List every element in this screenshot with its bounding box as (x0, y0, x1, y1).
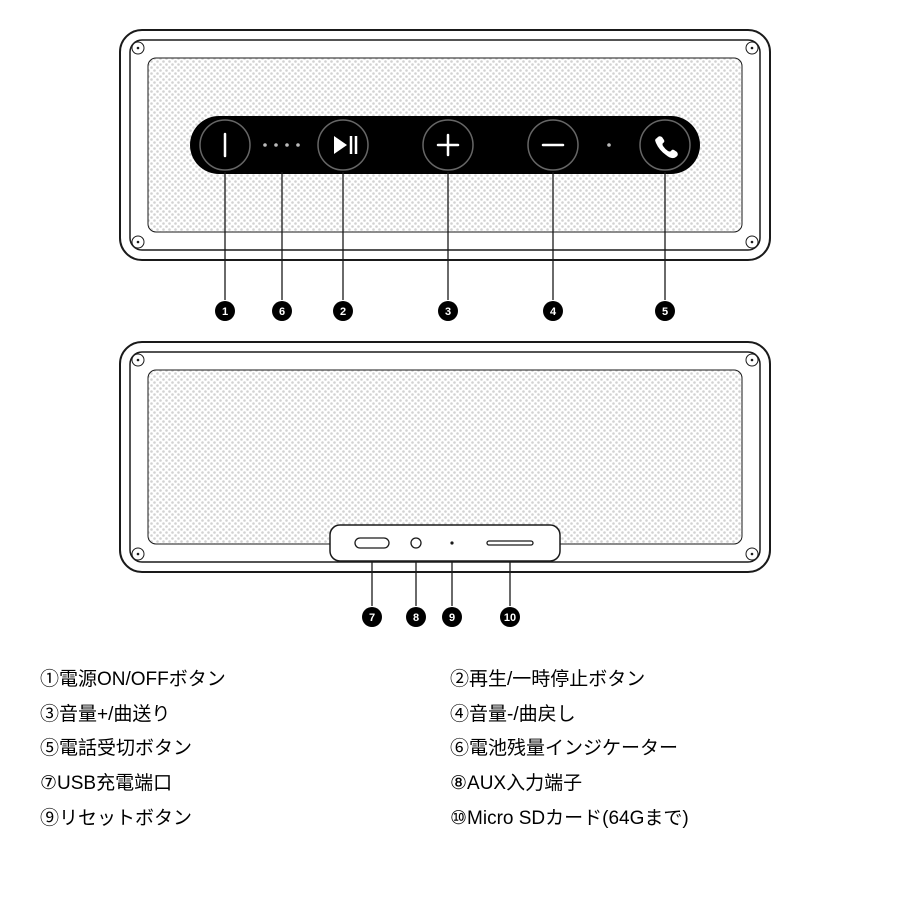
legend-item: ⑦USB充電端口 (40, 772, 450, 797)
svg-text:6: 6 (279, 306, 285, 318)
reset-hole (450, 541, 453, 544)
svg-text:2: 2 (340, 306, 346, 318)
legend-item: ③音量+/曲送り (40, 703, 450, 728)
legend-item: ⑩Micro SDカード(64Gまで) (450, 807, 860, 832)
legend-item: ⑧AUX入力端子 (450, 772, 860, 797)
legend-item: ④音量-/曲戻し (450, 703, 860, 728)
svg-text:1: 1 (222, 306, 228, 318)
svg-text:5: 5 (662, 306, 668, 318)
legend-item: ⑥電池残量インジケーター (450, 737, 860, 762)
svg-text:4: 4 (550, 306, 557, 318)
svg-text:7: 7 (369, 612, 375, 624)
phone-button[interactable] (640, 120, 690, 170)
legend-item: ⑤電話受切ボタン (40, 737, 450, 762)
svg-text:3: 3 (445, 306, 451, 318)
legend-item: ⑨リセットボタン (40, 807, 450, 832)
svg-text:10: 10 (504, 612, 516, 624)
legend-item: ①電源ON/OFFボタン (40, 668, 450, 693)
svg-text:9: 9 (449, 612, 455, 624)
legend-item: ②再生/一時停止ボタン (450, 668, 860, 693)
legend: ①電源ON/OFFボタン ③音量+/曲送り ⑤電話受切ボタン ⑦USB充電端口 ⑨リセッ… (40, 668, 860, 831)
svg-text:8: 8 (413, 612, 419, 624)
